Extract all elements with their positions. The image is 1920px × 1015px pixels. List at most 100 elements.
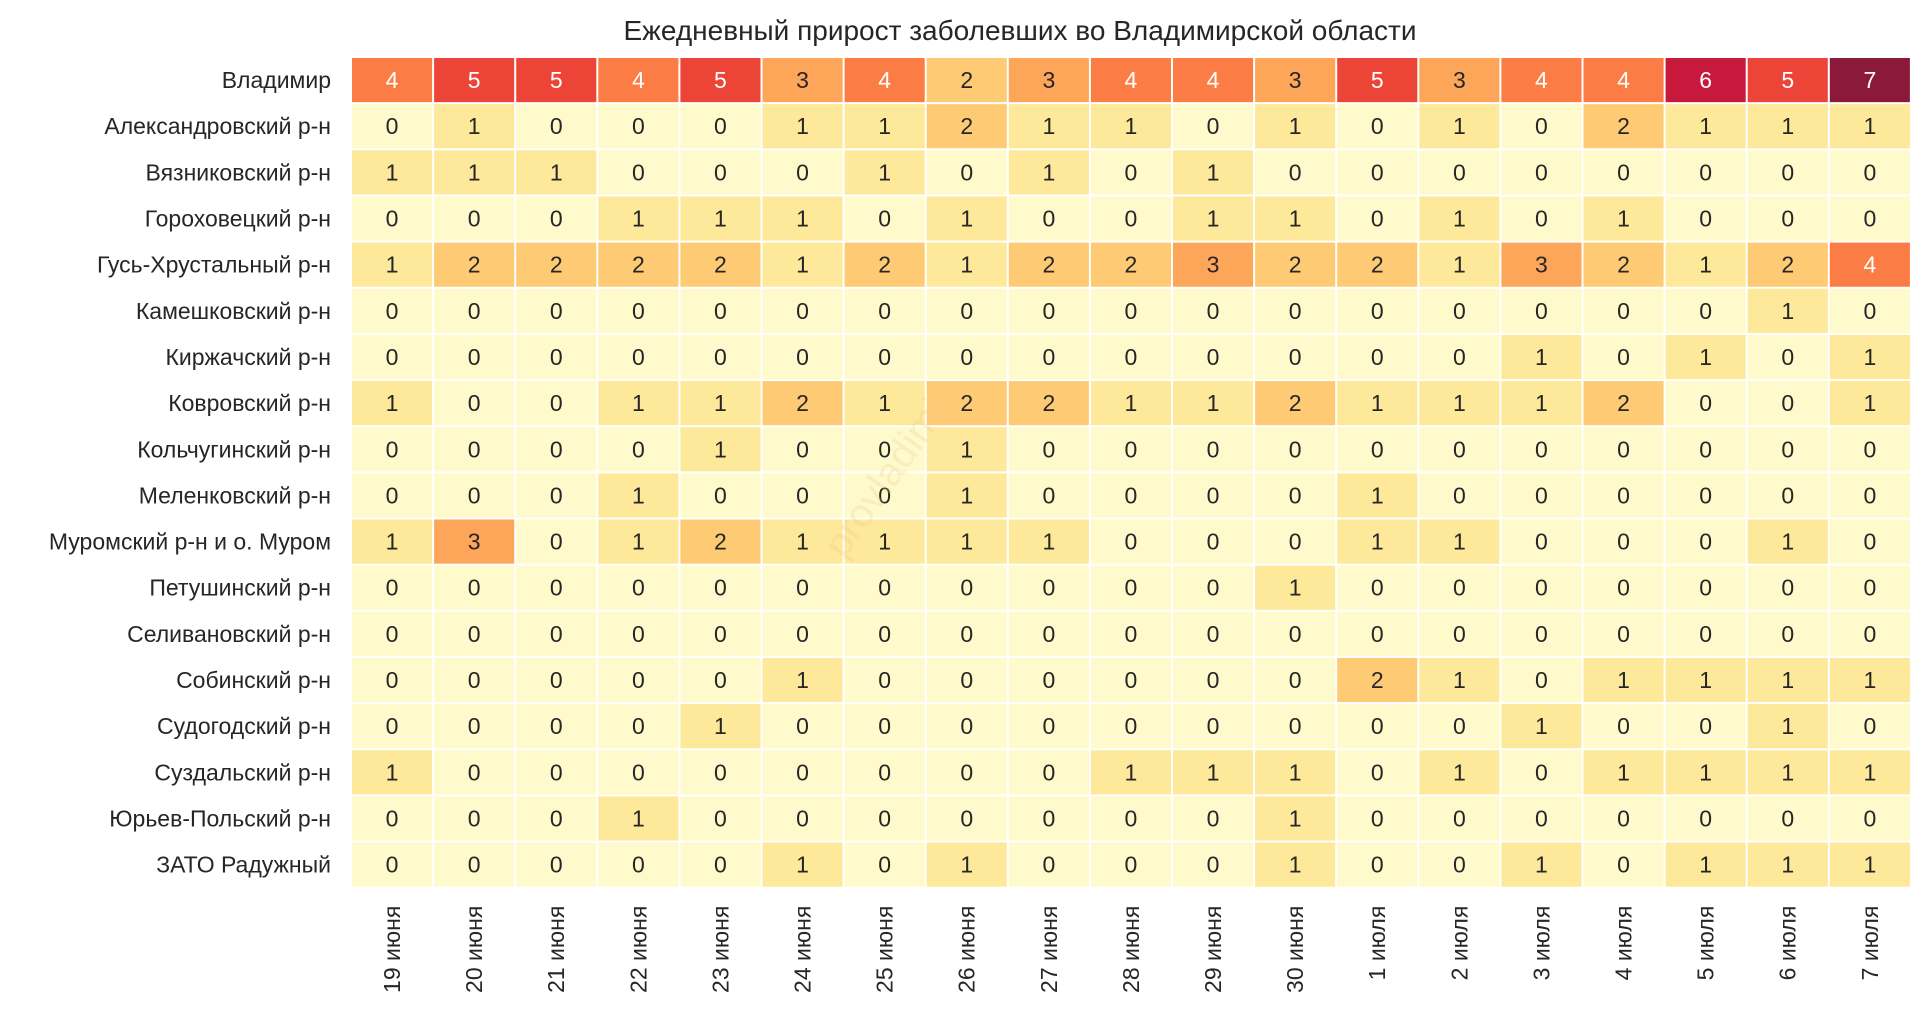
cell-value: 0 [714, 805, 727, 831]
heatmap-cell [1665, 750, 1746, 795]
heatmap-cell [1090, 288, 1171, 333]
cell-value: 0 [1863, 575, 1876, 601]
heatmap-cell [762, 750, 843, 795]
cell-value: 1 [796, 113, 809, 139]
cell-value: 0 [468, 575, 481, 601]
heatmap-cell [762, 657, 843, 703]
heatmap-cell [1419, 842, 1500, 887]
cell-value: 0 [468, 713, 481, 739]
cell-value: 0 [386, 298, 399, 324]
heatmap-cell [1337, 796, 1418, 841]
cell-value: 0 [1042, 344, 1055, 370]
heatmap-cell [1008, 334, 1089, 380]
heatmap-cell [598, 611, 679, 656]
heatmap-cell [1747, 58, 1828, 103]
heatmap-cell [1747, 842, 1828, 887]
heatmap-cell [1419, 473, 1500, 518]
heatmap-cell [1173, 150, 1254, 195]
cell-value: 1 [1125, 113, 1138, 139]
cell-value: 4 [1617, 67, 1630, 93]
cell-value: 4 [1863, 252, 1876, 278]
column-label: 1 июля [1364, 906, 1390, 981]
cell-value: 1 [1125, 390, 1138, 416]
cell-value: 0 [1699, 436, 1712, 462]
cell-value: 0 [1125, 206, 1138, 232]
heatmap-cell [1008, 288, 1089, 333]
heatmap-cell [1337, 750, 1418, 795]
cell-value: 2 [960, 390, 973, 416]
cell-value: 1 [1453, 390, 1466, 416]
heatmap-cell [598, 381, 679, 426]
cell-value: 0 [960, 344, 973, 370]
heatmap-cell [1337, 657, 1418, 703]
heatmap-cell [1090, 334, 1171, 380]
heatmap-cell [516, 58, 597, 103]
heatmap-cell [352, 104, 433, 149]
heatmap-cell [598, 519, 679, 564]
cell-value: 2 [632, 252, 645, 278]
heatmap-cell [680, 704, 761, 749]
cell-value: 0 [468, 852, 481, 878]
cell-value: 1 [1699, 759, 1712, 785]
cell-value: 0 [878, 759, 891, 785]
heatmap-cell [434, 334, 515, 380]
cell-value: 0 [632, 575, 645, 601]
cell-value: 1 [1207, 206, 1220, 232]
cell-value: 1 [1863, 390, 1876, 416]
cell-value: 1 [1453, 252, 1466, 278]
heatmap-cell [1501, 611, 1582, 656]
heatmap-cell [1583, 334, 1664, 380]
heatmap-cell [1665, 519, 1746, 564]
cell-value: 4 [1207, 67, 1220, 93]
cell-value: 0 [878, 436, 891, 462]
heatmap-cell [1008, 611, 1089, 656]
cell-value: 3 [796, 67, 809, 93]
cell-value: 0 [1781, 206, 1794, 232]
heatmap-cell [1255, 657, 1336, 703]
heatmap-cell [1501, 842, 1582, 887]
heatmap-cell [1173, 611, 1254, 656]
heatmap-cell [598, 657, 679, 703]
heatmap-cell [1090, 796, 1171, 841]
cell-value: 0 [1535, 621, 1548, 647]
cell-value: 1 [1781, 852, 1794, 878]
cell-value: 3 [1042, 67, 1055, 93]
heatmap-cell [844, 704, 925, 749]
cell-value: 0 [1207, 482, 1220, 508]
cell-value: 2 [468, 252, 481, 278]
cell-value: 0 [1125, 298, 1138, 324]
cell-value: 2 [878, 252, 891, 278]
heatmap-cell [1337, 150, 1418, 195]
cell-value: 0 [1207, 529, 1220, 555]
heatmap-cell [1501, 565, 1582, 610]
heatmap-cell [516, 288, 597, 333]
heatmap-cell [1747, 334, 1828, 380]
heatmap-cell [680, 381, 761, 426]
cell-value: 0 [1699, 390, 1712, 416]
cell-value: 1 [1699, 667, 1712, 693]
cell-value: 0 [1781, 805, 1794, 831]
cell-value: 0 [1453, 482, 1466, 508]
cell-value: 1 [1781, 529, 1794, 555]
heatmap-cell [352, 611, 433, 656]
cell-value: 0 [1125, 621, 1138, 647]
heatmap-cell [434, 750, 515, 795]
cell-value: 1 [1863, 344, 1876, 370]
cell-value: 1 [714, 436, 727, 462]
cell-value: 1 [1289, 759, 1302, 785]
cell-value: 0 [1125, 713, 1138, 739]
cell-value: 0 [796, 713, 809, 739]
heatmap-cell [1419, 565, 1500, 610]
cell-value: 0 [632, 621, 645, 647]
cell-value: 3 [1289, 67, 1302, 93]
heatmap-cell [1090, 473, 1171, 518]
cell-value: 1 [1535, 713, 1548, 739]
heatmap-cell [1501, 381, 1582, 426]
heatmap-cell [1008, 796, 1089, 841]
heatmap-cell [1419, 796, 1500, 841]
row-label: Собинский р-н [176, 667, 331, 693]
column-label: 29 июня [1200, 906, 1226, 993]
cell-value: 2 [960, 67, 973, 93]
heatmap-cell [434, 104, 515, 149]
cell-value: 2 [796, 390, 809, 416]
